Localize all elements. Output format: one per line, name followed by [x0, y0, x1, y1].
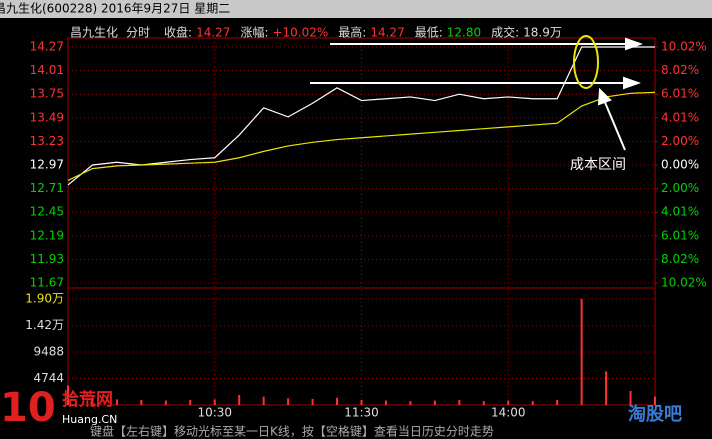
x-tick-label: 14:00 — [491, 406, 526, 420]
arrow-head — [625, 37, 643, 51]
y2-tick-label: 4.01% — [661, 205, 699, 219]
watermark: 10 — [0, 385, 56, 431]
info-text: 昌九生化 — [70, 26, 118, 40]
y-tick-label: 4744 — [33, 371, 64, 385]
y2-tick-label: 4.01% — [661, 110, 699, 124]
y-tick-label: 9488 — [33, 345, 64, 359]
y2-tick-label: 10.02% — [661, 40, 707, 54]
y-tick-label: 12.19 — [30, 228, 64, 242]
info-text: 18.9万 — [523, 26, 562, 40]
watermark: 拾荒网 — [62, 389, 113, 410]
y-tick-label: 12.97 — [30, 158, 64, 172]
volume-bar — [287, 398, 290, 405]
arrow-head — [597, 87, 612, 106]
volume-bar — [482, 401, 485, 405]
volume-bar — [311, 398, 314, 405]
arrow — [603, 99, 626, 151]
y-tick-label: 13.75 — [30, 87, 64, 101]
info-line: 昌九生化 分时 收盘: 14.27 涨幅: +10.02% 最高: 14.27 最低: 12.80… — [70, 25, 562, 40]
y-tick-label: 14.01 — [30, 63, 64, 77]
y2-tick-label: 8.02% — [661, 63, 699, 77]
volume-bar — [140, 399, 143, 405]
volume-bar — [531, 401, 534, 405]
volume-bar — [629, 391, 632, 405]
y-tick-label: 13.49 — [30, 110, 64, 124]
volume-bar — [189, 399, 192, 405]
volume-bar — [580, 298, 583, 405]
volume-bar — [336, 397, 339, 405]
info-text: +10.02% — [272, 26, 328, 40]
x-tick-label: 10:30 — [197, 406, 232, 420]
title-bar — [0, 0, 712, 18]
info-text: 收盘: — [164, 25, 192, 40]
y-tick-label: 11.93 — [30, 252, 64, 266]
y-tick-label: 13.23 — [30, 134, 64, 148]
volume-bar — [458, 399, 461, 405]
status-bar: 键盘【左右键】移动光标至某一日K线，按【空格键】查看当日历史分时走势 — [90, 424, 494, 439]
info-text: 12.80 — [447, 26, 481, 40]
x-tick-label: 11:30 — [344, 406, 379, 420]
info-text: 14.27 — [196, 26, 230, 40]
volume-bar — [605, 371, 608, 405]
info-text: 最高: — [338, 25, 366, 40]
volume-bar — [433, 400, 436, 405]
volume-bar — [409, 401, 412, 405]
y2-tick-label: 6.01% — [661, 228, 699, 242]
y2-tick-label: 6.01% — [661, 87, 699, 101]
watermark: 淘股吧 — [628, 403, 682, 425]
volume-bar — [164, 400, 167, 405]
info-text: 分时 — [126, 26, 150, 40]
volume-bar — [384, 400, 387, 405]
volume-bar — [238, 394, 241, 405]
info-text: 涨幅: — [240, 25, 268, 40]
y-tick-label: 11.67 — [30, 276, 64, 290]
price-line — [67, 46, 655, 186]
y-tick-label: 14.27 — [30, 40, 64, 54]
arrow-head — [623, 76, 641, 90]
volume-bar — [556, 399, 559, 405]
y-tick-label: 12.71 — [30, 181, 64, 195]
volume-bar — [360, 399, 363, 405]
y2-tick-label: 10.02% — [661, 276, 707, 290]
y2-tick-label: 8.02% — [661, 252, 699, 266]
watermark: Huang.CN — [62, 413, 117, 426]
y2-tick-label: 2.00% — [661, 134, 699, 148]
y2-tick-label: 2.00% — [661, 181, 699, 195]
annotations — [310, 37, 643, 151]
y-tick-label: 12.45 — [30, 205, 64, 219]
window-title: 昌九生化(600228) 2016年9月27日 星期二 — [0, 2, 230, 16]
y-tick-label: 1.90万 — [25, 291, 64, 305]
volume-bar — [262, 396, 265, 405]
highlight-ellipse — [573, 35, 599, 89]
y-tick-label: 1.42万 — [25, 318, 64, 332]
info-text: 14.27 — [370, 26, 404, 40]
volume-bar — [654, 396, 656, 405]
volume-bar — [115, 399, 118, 405]
annotation: 成本区间 — [570, 157, 626, 173]
price-line — [67, 91, 656, 181]
y2-tick-label: 0.00% — [661, 158, 699, 172]
info-text: 最低: — [415, 26, 443, 40]
info-text: 成交: — [491, 25, 519, 40]
volume-bar — [507, 400, 510, 405]
volume-bar — [213, 399, 216, 405]
volume-bar — [67, 385, 69, 405]
volume-bar — [91, 397, 94, 405]
